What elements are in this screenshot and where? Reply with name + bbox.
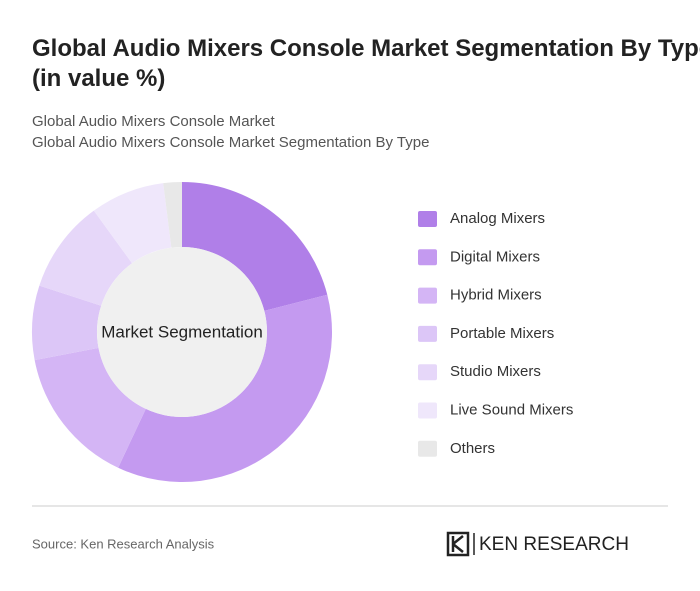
chart-title: Global Audio Mixers Console Market Segme…: [32, 35, 700, 92]
donut-slice: [93, 183, 172, 264]
donut-hole: [97, 247, 267, 417]
legend-swatch: [418, 249, 437, 266]
donut-slice: [39, 210, 133, 306]
donut-slice: [163, 182, 182, 248]
donut-slice: [34, 347, 146, 468]
legend-label: Others: [450, 440, 495, 457]
subtitle: Global Audio Mixers Console Market: [32, 113, 275, 130]
legend-label: Analog Mixers: [450, 210, 545, 227]
donut-slice: [118, 294, 333, 482]
legend-label: Studio Mixers: [450, 363, 541, 380]
legend-swatch: [418, 364, 437, 381]
subtitle: Global Audio Mixers Console Market Segme…: [32, 134, 429, 151]
legend-swatch: [418, 402, 437, 419]
legend: Analog Mixers Digital Mixers Hybrid Mixers…: [418, 210, 573, 457]
legend-label: Hybrid Mixers: [450, 287, 542, 304]
legend-label: Digital Mixers: [450, 248, 540, 265]
logo-icon: [446, 531, 475, 557]
logo-text: KEN RESEARCH: [479, 534, 629, 555]
donut: [31, 182, 333, 482]
legend-swatch: [418, 287, 437, 304]
source: Source: Ken Research Analysis: [32, 536, 215, 551]
legend-swatch: [418, 440, 437, 457]
legend-swatch: [418, 325, 437, 342]
legend-label: Live Sound Mixers: [450, 401, 573, 418]
legend-swatch: [418, 211, 437, 227]
donut-slice: [182, 182, 328, 311]
center-label: Market Segmentation: [101, 322, 263, 341]
donut-slice: [31, 285, 102, 361]
legend-label: Portable Mixers: [450, 325, 554, 342]
